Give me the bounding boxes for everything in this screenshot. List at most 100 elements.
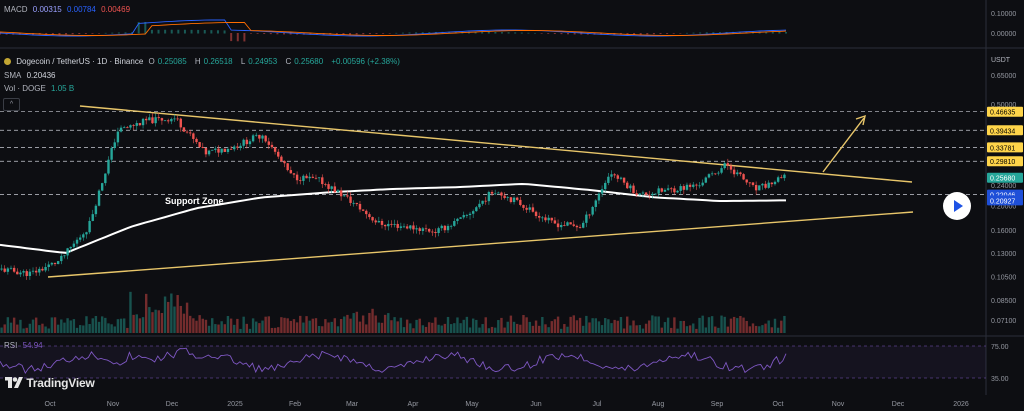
candle-body [487, 191, 491, 202]
volume-bar [82, 325, 85, 333]
candle-body [443, 225, 447, 231]
candle-body [113, 142, 116, 148]
volume-bar [487, 328, 491, 333]
candle-body [780, 177, 783, 179]
macd-histogram-bar [626, 33, 629, 35]
candle [371, 216, 374, 223]
macd-histogram-bar [560, 33, 563, 35]
candle-body [85, 232, 88, 235]
volume-bar [22, 328, 25, 333]
macd-histogram-bar [177, 29, 180, 34]
candle [390, 220, 393, 228]
x-tick-label: 2026 [953, 401, 969, 408]
candle [299, 176, 302, 185]
macd-histogram-bar [580, 33, 583, 35]
candle [217, 145, 220, 157]
candle [396, 220, 399, 232]
candle [440, 224, 443, 231]
tradingview-logo: TradingView [5, 376, 95, 390]
y-tick-label: 0.16000 [991, 228, 1016, 235]
candle [229, 146, 233, 150]
candle [207, 149, 211, 157]
candle [173, 114, 176, 122]
candle-body [220, 148, 223, 153]
candle-body [374, 220, 377, 223]
macd-signal-line [0, 22, 787, 36]
candle-body [179, 118, 182, 128]
candle-body [641, 192, 645, 194]
candle [283, 160, 286, 168]
candle [405, 223, 409, 230]
macd-histogram-bar [606, 33, 609, 35]
candle [261, 134, 264, 143]
macd-histogram-bar [316, 33, 319, 35]
candle-body [295, 174, 299, 181]
candle-body [607, 176, 610, 183]
candle [670, 187, 673, 193]
candle [717, 171, 720, 176]
candle [434, 228, 437, 238]
volume-bar [616, 320, 619, 333]
candle-body [478, 203, 481, 208]
candle [773, 180, 777, 186]
candle [185, 129, 189, 134]
price-level-label: 0.29810 [990, 159, 1015, 166]
tradingview-logo-icon [5, 377, 23, 388]
candle [487, 190, 491, 205]
candle-body [754, 184, 758, 191]
volume-bar [132, 314, 135, 333]
volume-bar [745, 320, 748, 333]
candle-body [368, 214, 371, 218]
candle [591, 205, 594, 217]
volume-bar [717, 327, 720, 333]
volume-bar [295, 322, 299, 333]
candle [462, 211, 465, 220]
volume-bar [644, 323, 648, 333]
candle-body [229, 148, 233, 150]
candle [289, 166, 293, 174]
volume-bar [431, 322, 434, 333]
candle-body [597, 193, 601, 201]
sma-legend[interactable]: SMA 0.20436 [4, 71, 59, 80]
volume-bar [739, 315, 742, 333]
candle [427, 228, 431, 234]
volume-legend[interactable]: Vol · DOGE 1.05 B [4, 84, 77, 93]
x-tick-label: Mar [346, 401, 359, 408]
candle-body [566, 222, 569, 226]
candle [767, 180, 770, 189]
symbol-name[interactable]: Dogecoin / TetherUS · 1D · Binance [16, 57, 144, 66]
volume-bar [418, 318, 421, 333]
candle [82, 232, 85, 241]
volume-bar [685, 326, 689, 333]
candle [666, 184, 670, 191]
candle [528, 204, 531, 213]
candle [534, 210, 538, 219]
candle-body [387, 223, 390, 227]
volume-bar [233, 324, 236, 333]
candle-body [481, 200, 484, 204]
candle-body [751, 182, 755, 185]
collapse-legend-button[interactable]: ^ [3, 98, 20, 111]
candle [780, 174, 783, 179]
play-replay-button[interactable] [943, 192, 971, 220]
candle-body [506, 197, 509, 199]
volume-bar [239, 328, 242, 333]
macd-histogram-bar [395, 32, 398, 34]
volume-bar [204, 319, 208, 333]
candle-body [192, 133, 195, 139]
volume-bar [349, 318, 352, 333]
candle [88, 217, 91, 235]
candle [531, 203, 535, 213]
volume-bar [591, 318, 594, 333]
volume-bar [415, 319, 418, 333]
candle-body [355, 202, 359, 204]
volume-bar [223, 324, 226, 333]
volume-bar [41, 323, 44, 333]
candle-body [380, 220, 384, 225]
volume-bar [412, 328, 415, 333]
candle [607, 172, 610, 186]
candle-body [214, 148, 217, 150]
candle [619, 176, 623, 181]
candle [616, 173, 619, 183]
